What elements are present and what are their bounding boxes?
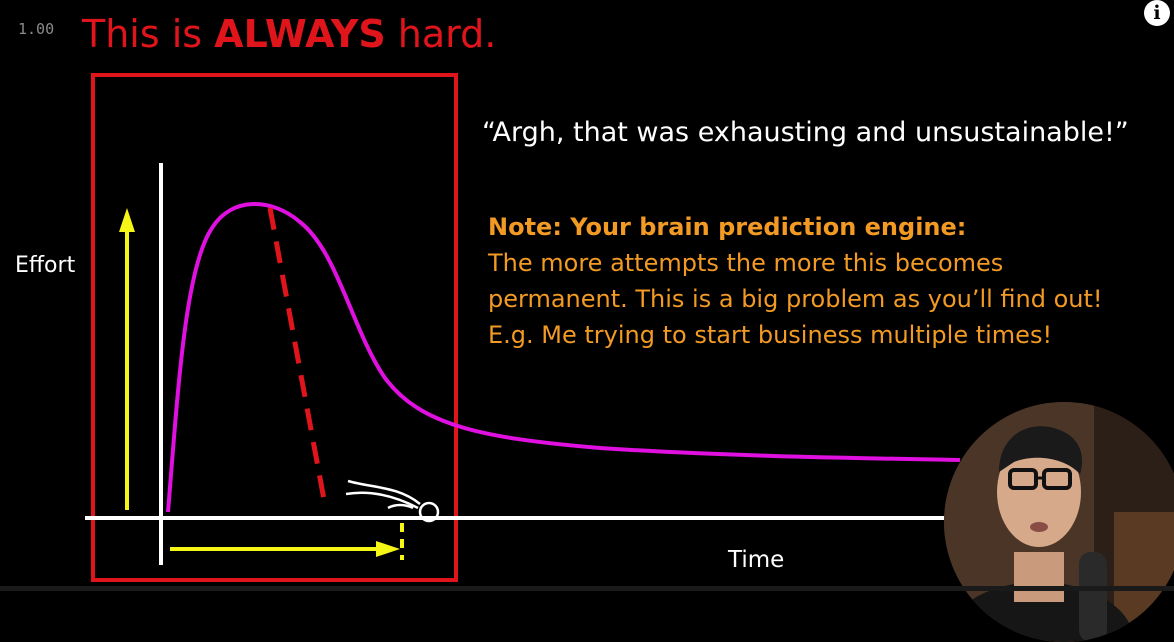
time-arrow-head (376, 541, 400, 557)
y-axis-label: Effort (15, 253, 76, 278)
note-header: Note: Your brain prediction engine: (488, 213, 967, 241)
title-suffix: hard. (385, 12, 497, 56)
effort-diagram (85, 73, 961, 582)
title-emphasis: ALWAYS (214, 12, 386, 56)
x-axis-label: Time (728, 547, 785, 573)
note-line: The more attempts the more this becomes (488, 249, 1004, 277)
collapse-line (267, 207, 328, 506)
note-block: Note: Your brain prediction engine: The … (488, 209, 1168, 353)
effort-arrow-head (119, 208, 135, 232)
quote-text: “Argh, that was exhausting and unsustain… (482, 117, 1129, 148)
presenter-webcam (944, 402, 1174, 642)
progress-bar-track[interactable] (0, 586, 1174, 591)
figure-head (418, 501, 440, 523)
highlight-box (91, 73, 458, 582)
figure-arm (387, 503, 414, 510)
title-prefix: This is (82, 12, 215, 56)
info-icon[interactable]: i (1144, 0, 1170, 26)
note-line: E.g. Me trying to start business multipl… (488, 321, 1053, 349)
effort-curve (166, 202, 961, 513)
note-line: permanent. This is a big problem as you’… (488, 285, 1103, 313)
slide-title: This is ALWAYS hard. (82, 12, 496, 56)
figure-body (347, 479, 421, 505)
figure-legs (345, 491, 419, 510)
presenter-portrait (944, 402, 1174, 642)
collapsed-figure (345, 479, 440, 523)
playback-speed: 1.00 (18, 20, 55, 38)
